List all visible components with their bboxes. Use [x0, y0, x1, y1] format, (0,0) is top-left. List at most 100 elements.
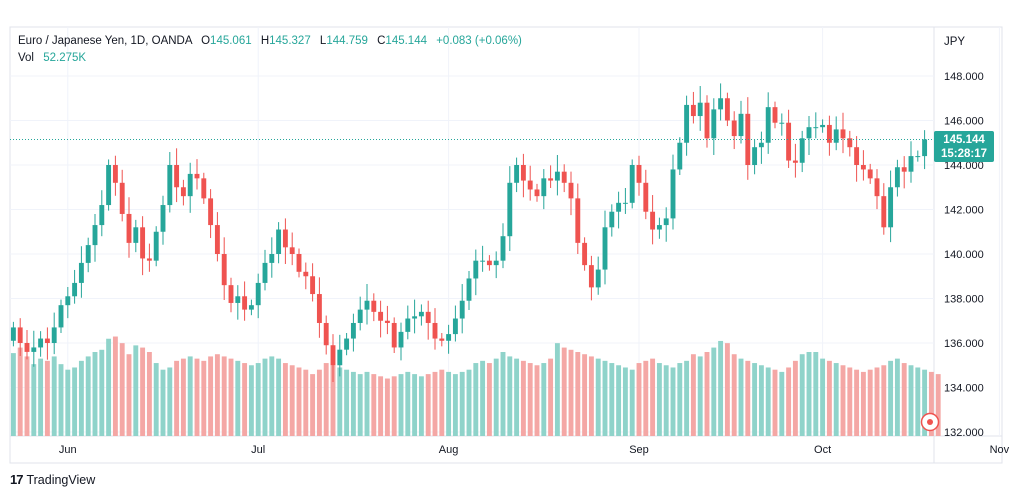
volume-bar: [609, 363, 615, 436]
candle-body: [616, 202, 622, 212]
reset-chart-icon[interactable]: [920, 412, 940, 432]
volume-bar: [854, 369, 860, 436]
candle: [792, 143, 798, 178]
volume-bar: [894, 358, 900, 436]
candle-body: [446, 334, 452, 341]
candle-body: [561, 171, 567, 183]
volume-bar: [493, 358, 499, 436]
volume-bar: [10, 353, 16, 436]
candle: [44, 327, 50, 360]
candle-body: [194, 173, 200, 179]
candle: [684, 95, 690, 156]
volume-bar: [65, 369, 71, 436]
candle-body: [738, 113, 744, 137]
volume-bar: [330, 365, 336, 436]
candle: [282, 218, 288, 265]
candle-body: [289, 247, 295, 254]
volume-bar: [201, 360, 207, 436]
volume-bar: [160, 369, 166, 436]
candle: [867, 163, 873, 184]
candle-body: [690, 104, 696, 117]
candle: [534, 183, 540, 202]
volume-bar: [112, 336, 118, 436]
candle-body: [534, 189, 540, 197]
volume-bar: [704, 352, 710, 436]
candle: [350, 313, 356, 352]
candle-body: [514, 165, 520, 183]
candle: [119, 169, 125, 222]
candle-body: [221, 254, 227, 286]
candlesticks: [10, 83, 928, 382]
candle: [779, 113, 785, 136]
candle-body: [466, 278, 472, 301]
candle: [650, 195, 656, 245]
candle-body: [663, 218, 669, 226]
close-label: C: [377, 35, 386, 47]
candle: [840, 112, 846, 154]
candle-body: [582, 242, 588, 266]
candle-body: [486, 260, 492, 266]
candle-body: [575, 198, 581, 243]
vol-label: Vol: [18, 52, 34, 64]
candle: [847, 130, 853, 157]
candle: [289, 232, 295, 266]
price-tick-label: 144.000: [944, 160, 984, 172]
candle-body: [92, 225, 98, 246]
volume-bar: [922, 369, 928, 436]
candle-body: [894, 167, 900, 188]
volume-bar: [915, 367, 921, 436]
last-price-value: 145.144: [943, 134, 985, 146]
candle: [146, 243, 152, 272]
candle-body: [860, 165, 866, 170]
candle: [310, 263, 316, 302]
volume-bar: [663, 365, 669, 436]
candle: [255, 273, 261, 319]
candle: [446, 324, 452, 354]
candle-body: [153, 231, 159, 261]
candle-body: [874, 178, 880, 197]
candle-body: [201, 178, 207, 199]
candle: [174, 148, 180, 203]
volume-bar: [99, 349, 105, 436]
candle: [609, 204, 615, 237]
candle: [58, 299, 64, 333]
tradingview-logo[interactable]: 17 TradingView: [10, 472, 95, 487]
candle: [629, 159, 635, 209]
candle: [833, 116, 839, 151]
candle-body: [38, 338, 44, 348]
candle: [711, 98, 717, 155]
candle: [344, 332, 350, 356]
candle: [656, 217, 662, 239]
candle-body: [65, 296, 71, 306]
volume-bar: [820, 358, 826, 436]
candle: [881, 183, 887, 235]
volume-bar: [595, 358, 601, 436]
volume-bar: [888, 360, 894, 436]
volume-bar: [826, 360, 832, 436]
volume-bar: [568, 349, 574, 436]
volume-bar: [412, 374, 418, 436]
candle-body: [180, 187, 186, 197]
candle-body: [310, 276, 316, 295]
volume-bar: [221, 356, 227, 436]
candle-body: [140, 227, 146, 259]
candle-body: [650, 211, 656, 230]
volume-bar: [153, 363, 159, 436]
candle-body: [425, 311, 431, 323]
volume-bar: [867, 369, 873, 436]
price-tick-label: 136.000: [944, 338, 984, 350]
candle-body: [316, 294, 322, 323]
volume-bar: [323, 363, 329, 436]
candle: [643, 169, 649, 220]
volume-bar: [643, 360, 649, 436]
candle: [602, 210, 608, 285]
candle-body: [248, 305, 254, 310]
volume-legend: Vol 52.275K: [18, 52, 86, 64]
candle: [724, 92, 730, 127]
volume-bar: [242, 363, 248, 436]
volume-bar: [554, 343, 560, 436]
candle: [874, 169, 880, 210]
candle: [704, 95, 710, 148]
candle: [133, 219, 139, 253]
